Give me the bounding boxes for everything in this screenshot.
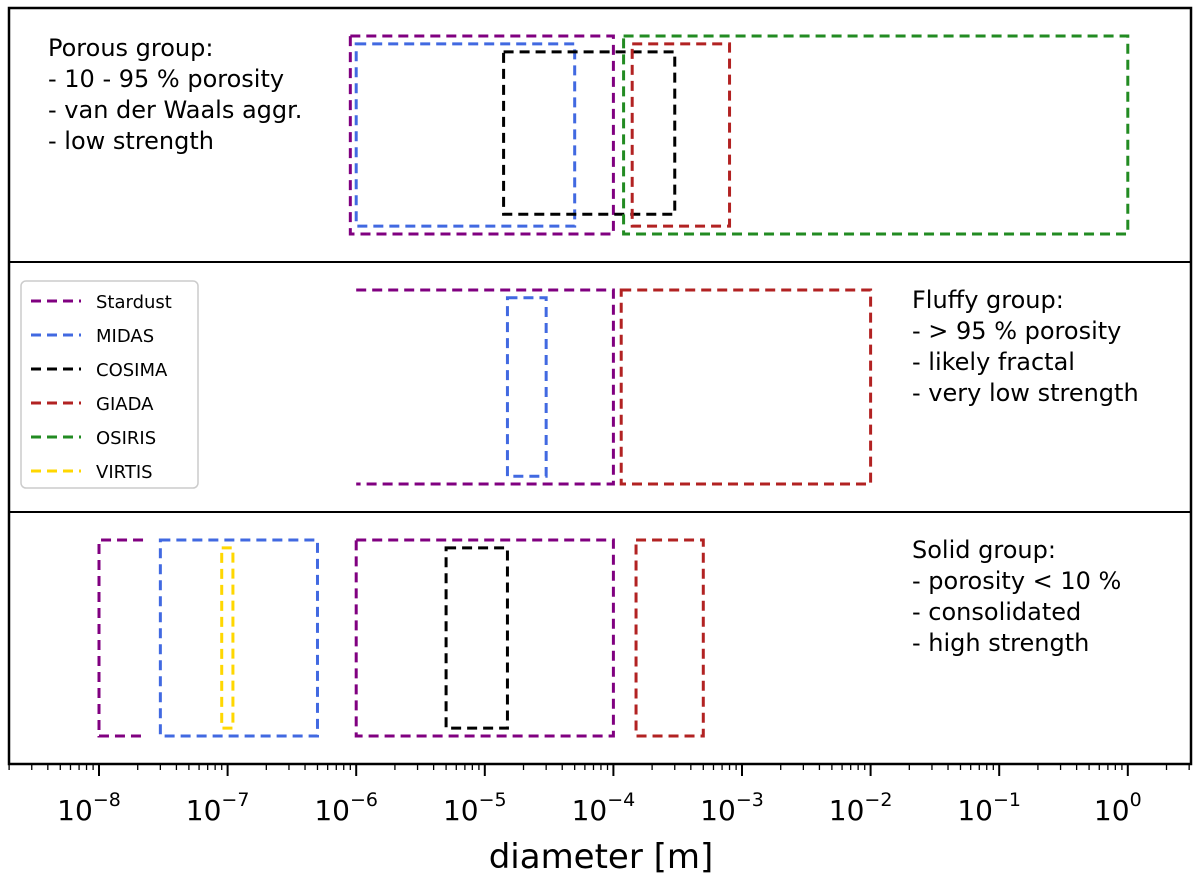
fluffy-annotation-line: - likely fractal: [912, 348, 1075, 376]
fluffy-annotation-line: Fluffy group:: [912, 286, 1064, 314]
panels-layer: [7, 6, 1193, 766]
solid-box-stardust: [354, 538, 615, 738]
fluffy-group-boxes: [356, 288, 873, 486]
legend-label-cosima: COSIMA: [96, 360, 168, 381]
porous-box-stardust: [348, 34, 615, 236]
fluffy-box-stardust: [356, 288, 615, 486]
porous-box-osiris: [622, 34, 1130, 236]
porous-annotation-line: Porous group:: [48, 34, 213, 62]
annotations-layer: Porous group: - 10 - 95 % porosity - van d…: [48, 34, 1139, 657]
x-axis: 10−8 10−7 10−6 10−5 10−4 10−3 10−2 10−1 100: [8, 764, 1190, 827]
fluffy-annotation: Fluffy group: - > 95 % porosity - likely f…: [912, 286, 1139, 407]
x-tick-label: 10−8: [57, 789, 121, 827]
x-axis-title: diameter [m]: [489, 837, 714, 877]
porous-group-boxes: [348, 34, 1130, 236]
x-tick-label: 100: [1094, 789, 1142, 827]
porous-annotation-line: - van der Waals aggr.: [48, 96, 302, 124]
legend: Stardust MIDAS COSIMA GIADA OSIRIS VIRTIS: [20, 280, 199, 489]
solid-annotation-line: Solid group:: [912, 536, 1056, 564]
x-tick-label: 10−5: [443, 789, 507, 827]
fluffy-box-midas: [505, 296, 548, 478]
porous-box-midas: [354, 42, 577, 228]
x-tick-label: 10−6: [314, 789, 378, 827]
fluffy-box-giada: [619, 288, 873, 486]
fluffy-annotation-line: - very low strength: [912, 379, 1139, 407]
solid-box-stardust: [97, 538, 144, 738]
solid-box-giada: [634, 538, 705, 738]
x-tick-label: 10−1: [957, 789, 1021, 827]
porous-box-cosima: [502, 50, 677, 216]
plot-frame: [7, 6, 1193, 766]
legend-label-stardust: Stardust: [96, 292, 172, 313]
solid-box-virtis: [220, 546, 235, 730]
x-tick-label: 10−7: [186, 789, 250, 827]
porous-annotation: Porous group: - 10 - 95 % porosity - van d…: [48, 34, 302, 155]
legend-label-giada: GIADA: [96, 394, 154, 415]
solid-group-boxes: [97, 538, 705, 738]
porous-box-giada: [630, 42, 732, 228]
solid-annotation-line: - consolidated: [912, 598, 1081, 626]
solid-annotation-line: - porosity < 10 %: [912, 567, 1121, 595]
solid-annotation-line: - high strength: [912, 629, 1089, 657]
legend-label-virtis: VIRTIS: [96, 462, 153, 483]
solid-box-midas: [158, 538, 319, 738]
solid-box-cosima: [444, 546, 509, 730]
porous-annotation-line: - low strength: [48, 127, 214, 155]
fluffy-annotation-line: - > 95 % porosity: [912, 317, 1121, 345]
porous-annotation-line: - 10 - 95 % porosity: [48, 65, 284, 93]
x-tick-label: 10−4: [572, 789, 636, 827]
x-tick-label: 10−3: [700, 789, 764, 827]
x-tick-label: 10−2: [829, 789, 893, 827]
solid-annotation: Solid group: - porosity < 10 % - consolida…: [912, 536, 1121, 657]
boxes-layer: [97, 34, 1130, 738]
legend-label-midas: MIDAS: [96, 326, 154, 347]
legend-label-osiris: OSIRIS: [96, 428, 156, 449]
